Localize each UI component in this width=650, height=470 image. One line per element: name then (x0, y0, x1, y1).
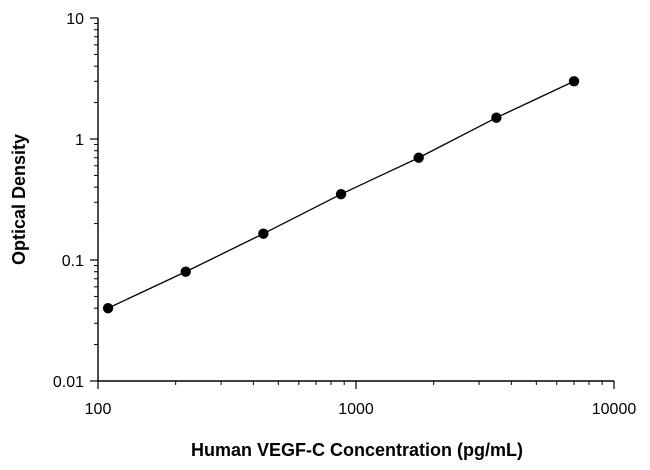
data-point (413, 152, 424, 163)
x-axis-ticks (97, 381, 615, 389)
y-axis-title: Optical Density (9, 134, 29, 265)
data-point (568, 76, 580, 87)
data-point (258, 228, 269, 239)
data-point (180, 266, 191, 277)
y-tick-label: 0.1 (62, 253, 84, 270)
y-tick-label: 0.01 (53, 374, 84, 391)
y-axis-tick-labels: 0.01 0.1 1 10 (53, 11, 84, 391)
data-point (491, 112, 502, 123)
y-tick-label: 1 (75, 132, 84, 149)
x-axis-title: Human VEGF-C Concentration (pg/mL) (191, 440, 523, 460)
x-axis-tick-labels: 100 1000 10000 (85, 401, 637, 418)
x-tick-label: 1000 (338, 401, 374, 418)
data-point (102, 302, 114, 314)
x-tick-label: 10000 (592, 401, 637, 418)
data-point (335, 188, 347, 200)
x-tick-label: 100 (85, 401, 112, 418)
y-tick-label: 10 (66, 11, 84, 28)
y-axis-ticks (90, 17, 98, 382)
axes: 0.01 0.1 1 10 100 1000 10000 (53, 11, 636, 418)
series (102, 76, 580, 314)
